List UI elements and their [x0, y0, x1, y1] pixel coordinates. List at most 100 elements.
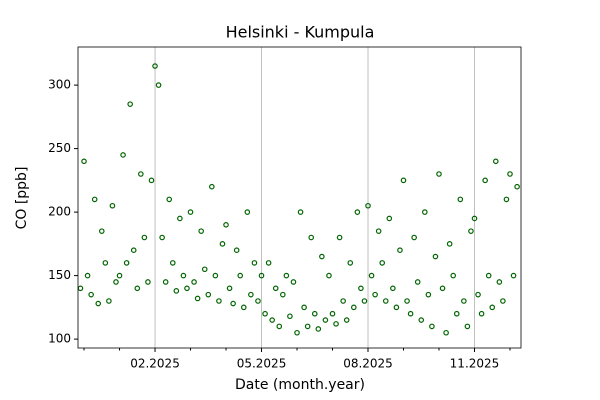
point	[336, 234, 343, 241]
point	[244, 209, 251, 215]
point	[177, 215, 183, 222]
point	[400, 177, 407, 184]
point	[113, 279, 119, 285]
point	[162, 279, 169, 285]
y-tick-label: 200	[48, 205, 71, 219]
point	[230, 300, 236, 307]
point	[500, 298, 506, 304]
point	[422, 209, 428, 215]
point	[180, 272, 187, 279]
point	[209, 183, 215, 190]
point	[205, 291, 212, 298]
point	[297, 209, 304, 215]
point	[81, 158, 87, 165]
point	[414, 279, 421, 285]
point	[308, 234, 315, 241]
point	[411, 234, 417, 241]
x-tick-label: 02.2025	[130, 357, 180, 371]
x-axis-label: Date (month.year)	[235, 377, 365, 393]
point	[102, 260, 109, 266]
point	[127, 101, 133, 107]
point	[106, 298, 112, 304]
point	[510, 272, 517, 279]
point	[237, 272, 244, 279]
point	[138, 171, 144, 177]
point	[226, 285, 233, 292]
point	[130, 247, 137, 254]
point	[98, 228, 105, 234]
point	[276, 323, 283, 330]
point	[351, 304, 357, 311]
point	[471, 215, 478, 222]
point	[262, 310, 268, 317]
point	[248, 291, 254, 298]
point	[287, 313, 293, 320]
point	[251, 260, 258, 266]
point	[88, 291, 94, 298]
point	[439, 285, 446, 292]
point	[219, 241, 226, 247]
point	[450, 272, 457, 279]
y-tick-label: 100	[48, 332, 71, 346]
point	[159, 234, 165, 241]
point	[329, 310, 336, 317]
point	[361, 298, 368, 304]
point	[496, 279, 503, 285]
plot-frame	[77, 46, 522, 349]
y-tick-label: 300	[48, 78, 71, 92]
point	[95, 300, 102, 307]
point	[393, 304, 400, 311]
point	[475, 291, 481, 298]
point	[91, 196, 98, 203]
point	[319, 253, 325, 260]
point	[155, 82, 162, 88]
point	[390, 285, 396, 292]
point	[485, 272, 492, 279]
point	[382, 298, 389, 304]
point	[265, 260, 272, 266]
point	[290, 279, 297, 285]
point	[425, 291, 432, 298]
point	[169, 260, 176, 266]
point	[315, 326, 322, 332]
point	[489, 304, 496, 311]
point	[507, 171, 513, 177]
point	[187, 209, 194, 215]
y-tick-label: 150	[48, 268, 71, 282]
point	[386, 215, 393, 222]
point	[152, 63, 158, 69]
point	[77, 285, 84, 292]
point	[375, 228, 382, 234]
point	[347, 260, 354, 266]
point	[478, 310, 485, 317]
point	[191, 279, 197, 285]
point	[216, 298, 222, 304]
point	[461, 298, 467, 304]
point	[418, 317, 425, 323]
point	[322, 317, 329, 323]
y-tick-label: 250	[48, 141, 71, 155]
point	[407, 310, 414, 317]
point	[432, 253, 439, 260]
point	[123, 260, 130, 266]
point	[492, 158, 499, 165]
point	[84, 272, 91, 279]
point	[109, 202, 116, 209]
point	[464, 323, 471, 330]
point	[272, 285, 279, 292]
point	[372, 291, 378, 298]
point	[255, 298, 261, 304]
point	[304, 323, 311, 330]
point	[201, 266, 208, 273]
point	[134, 285, 141, 292]
point	[503, 196, 510, 203]
point	[482, 177, 488, 184]
x-tick-label: 05.2025	[237, 357, 287, 371]
point	[173, 288, 180, 294]
point	[443, 329, 449, 336]
point	[145, 279, 151, 285]
point	[397, 247, 403, 254]
point	[311, 310, 318, 317]
point	[457, 196, 464, 203]
